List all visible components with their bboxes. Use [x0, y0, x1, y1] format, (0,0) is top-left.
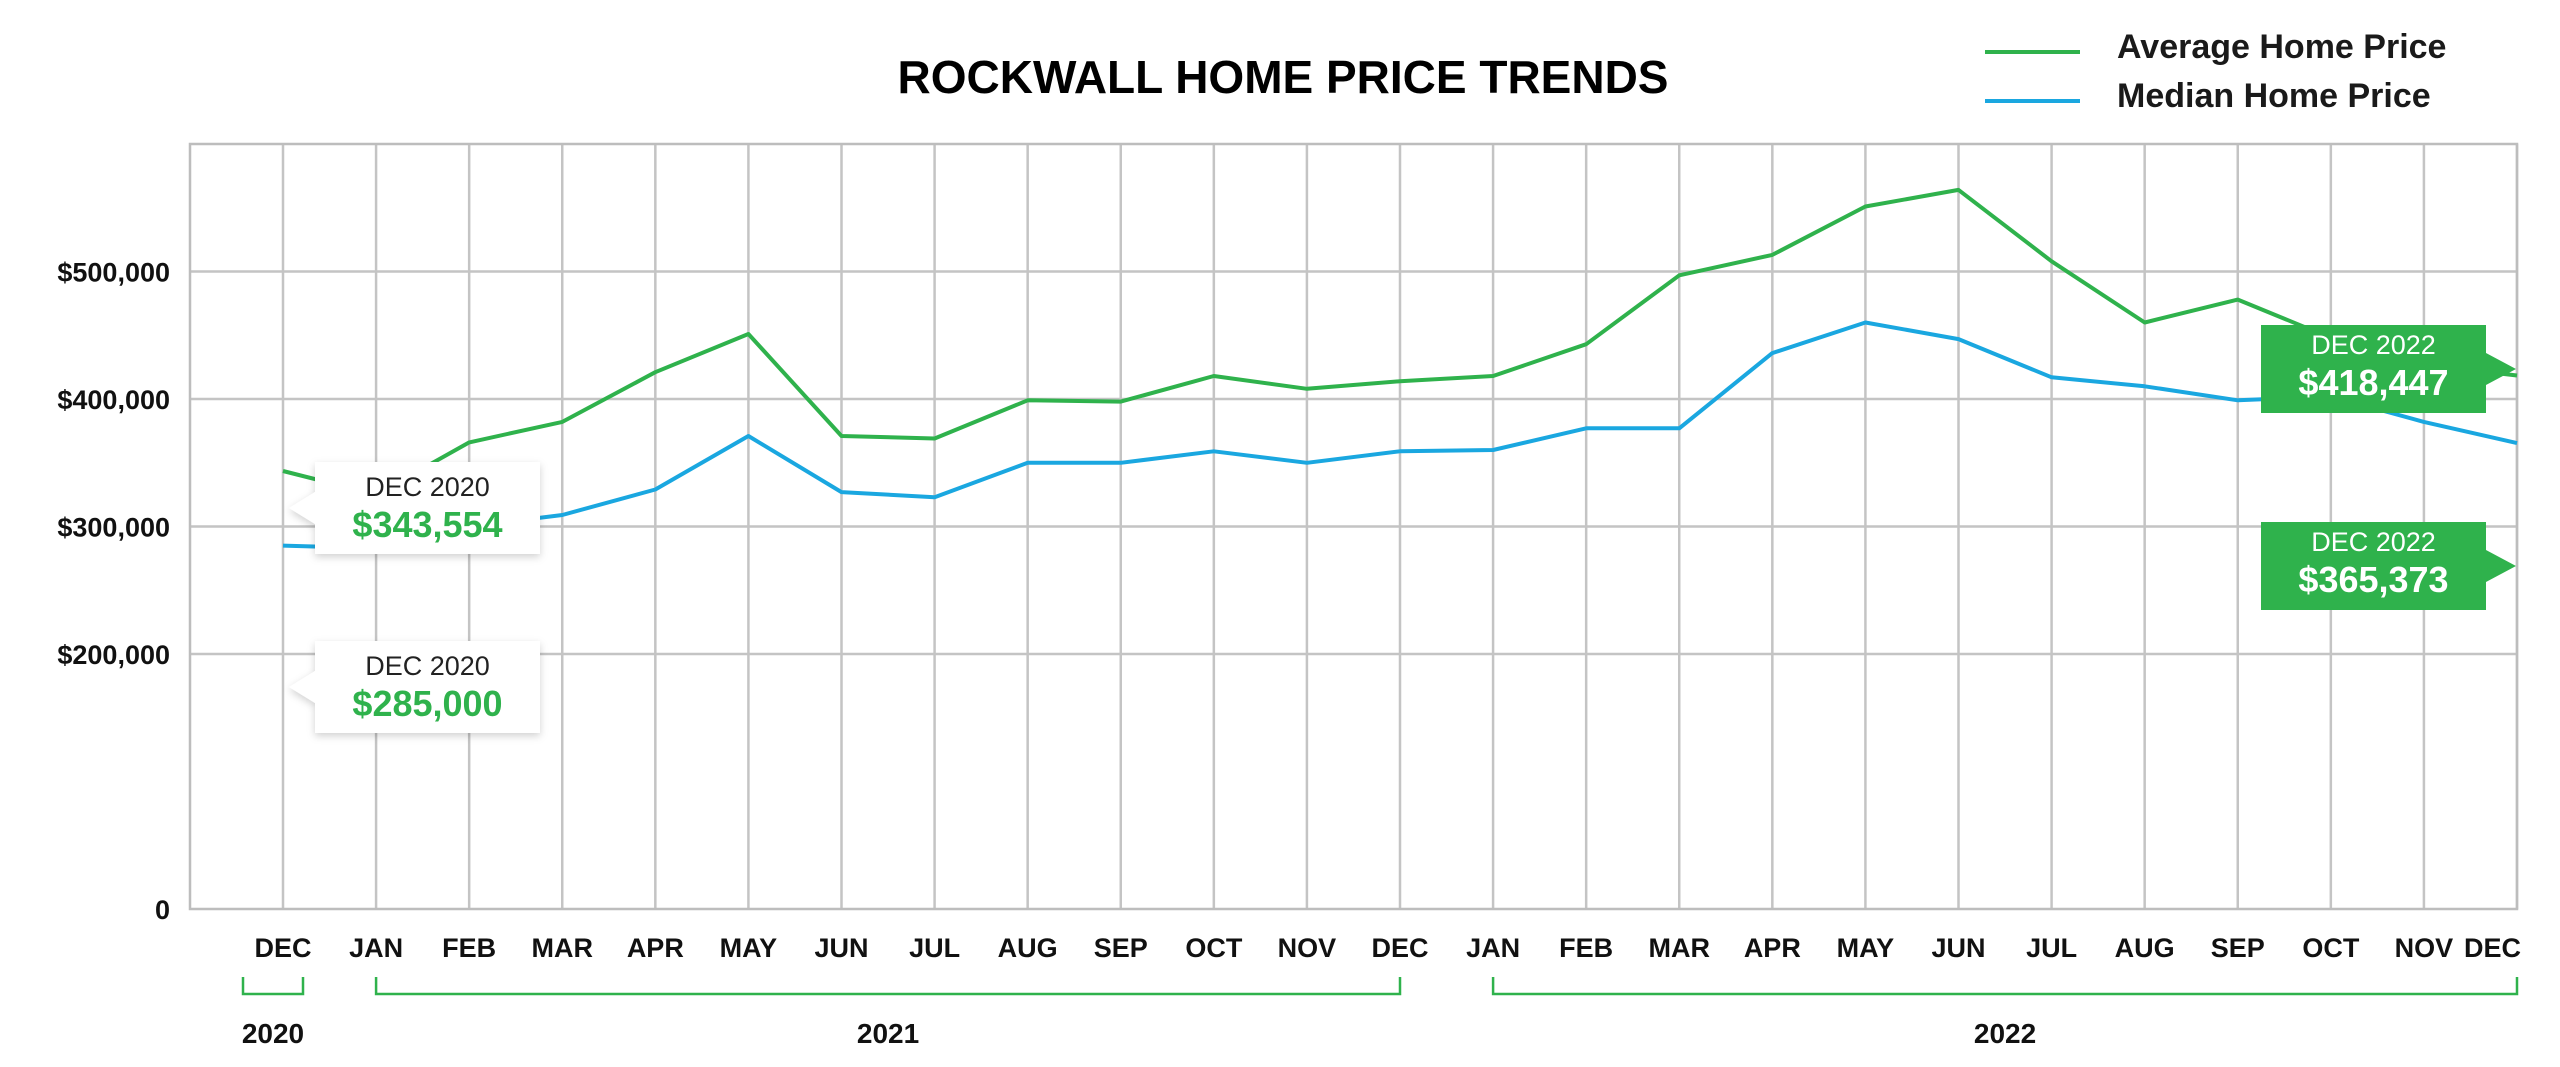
x-tick-label: MAY: [720, 933, 778, 963]
x-tick-label: APR: [1744, 933, 1801, 963]
x-tick-label: JAN: [1466, 933, 1520, 963]
x-tick-label: FEB: [442, 933, 496, 963]
callout-value: $285,000: [352, 683, 502, 724]
year-bracket: [1491, 977, 2519, 996]
year-label: 2021: [857, 1018, 919, 1049]
x-tick-label: DEC: [254, 933, 311, 963]
x-tick-label: OCT: [1185, 933, 1243, 963]
callout-box: [2261, 522, 2516, 610]
legend-label-average: Average Home Price: [2117, 28, 2446, 66]
callout-value: $343,554: [352, 504, 502, 545]
x-tick-label: DEC: [2464, 933, 2521, 963]
y-tick-label: $300,000: [57, 513, 170, 543]
year-bracket: [374, 977, 1402, 996]
x-tick-label: JAN: [349, 933, 403, 963]
callout-box: [2261, 325, 2516, 413]
callout-avg-start: DEC 2020$343,554: [289, 462, 540, 554]
x-tick-label: AUG: [2115, 933, 2175, 963]
grid: [190, 144, 2519, 909]
callout-med-end: DEC 2022$365,373: [2261, 522, 2516, 610]
plot-frame: [188, 142, 2519, 911]
x-tick-label: JUN: [814, 933, 868, 963]
callout-med-start: DEC 2020$285,000: [289, 641, 540, 733]
callout-date: DEC 2022: [2311, 330, 2436, 360]
y-tick-label: $500,000: [57, 258, 170, 288]
y-tick-label: 0: [155, 895, 170, 925]
y-tick-label: $400,000: [57, 385, 170, 415]
x-tick-label: MAR: [532, 933, 594, 963]
x-tick-label: DEC: [1371, 933, 1428, 963]
series: [282, 187, 2518, 551]
legend-label-median: Median Home Price: [2117, 77, 2431, 115]
callout-value: $365,373: [2298, 559, 2448, 600]
x-tick-label: NOV: [1278, 933, 1337, 963]
x-tick-label: JUL: [909, 933, 960, 963]
callout-date: DEC 2022: [2311, 527, 2436, 557]
x-tick-label: SEP: [1094, 933, 1148, 963]
x-tick-label: MAR: [1649, 933, 1711, 963]
x-tick-label: JUL: [2026, 933, 2077, 963]
y-tick-label: $200,000: [57, 640, 170, 670]
x-tick-label: MAY: [1837, 933, 1895, 963]
callout-avg-end: DEC 2022$418,447: [2261, 325, 2516, 413]
year-groups: 2020 2021 2022: [241, 977, 2519, 1049]
legend: Average Home Price Median Home Price: [1985, 28, 2446, 115]
callout-box: [289, 641, 540, 733]
callout-date: DEC 2020: [365, 651, 490, 681]
callout-box: [289, 462, 540, 554]
chart-title: ROCKWALL HOME PRICE TRENDS: [898, 51, 1669, 103]
callout-value: $418,447: [2298, 362, 2448, 403]
x-tick-label: FEB: [1559, 933, 1613, 963]
x-tick-label: OCT: [2302, 933, 2360, 963]
year-bracket: [241, 977, 305, 996]
x-axis-ticks: DEC JAN FEB MAR APR MAY JUN JUL AUG SEP OCT NOV DEC J…: [254, 933, 2521, 963]
year-label: 2020: [242, 1018, 304, 1049]
x-tick-label: APR: [627, 933, 684, 963]
x-tick-label: SEP: [2211, 933, 2265, 963]
x-tick-label: JUN: [1931, 933, 1985, 963]
year-label: 2022: [1974, 1018, 2036, 1049]
x-tick-label: AUG: [998, 933, 1058, 963]
x-tick-label: NOV: [2395, 933, 2454, 963]
callout-date: DEC 2020: [365, 472, 490, 502]
y-axis-ticks: 0 $200,000 $300,000 $400,000 $500,000: [57, 258, 170, 926]
